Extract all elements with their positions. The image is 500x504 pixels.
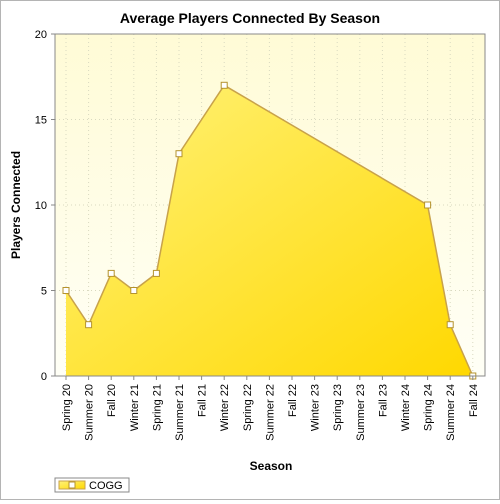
- x-axis-ticks: Spring 20 Summer 20 Fall 20 Winter 21 Spring…: [61, 376, 480, 441]
- x-tick-label: Winter 24: [400, 384, 412, 431]
- x-tick-label: Summer 23: [355, 384, 367, 441]
- y-tick-label: 15: [35, 115, 47, 127]
- data-point-marker: [107, 269, 115, 277]
- y-tick-label: 5: [41, 286, 47, 298]
- data-point-marker: [220, 81, 228, 89]
- x-tick-label: Spring 24: [423, 384, 435, 431]
- data-point-marker: [175, 150, 183, 158]
- data-point-marker: [130, 287, 138, 294]
- legend-marker: [68, 481, 76, 489]
- series-area-cogg: [66, 85, 473, 377]
- y-tick-label: 20: [35, 29, 47, 41]
- x-tick-label: Fall 23: [377, 384, 389, 417]
- x-tick-label: Summer 24: [445, 384, 457, 441]
- chart-title: Average Players Connected By Season: [120, 10, 380, 26]
- x-tick-label: Spring 22: [242, 384, 254, 431]
- x-tick-label: Fall 24: [468, 384, 480, 417]
- x-tick-label: Winter 21: [129, 384, 141, 431]
- data-point-marker: [62, 287, 70, 294]
- y-tick-label: 10: [35, 200, 47, 212]
- x-tick-label: Winter 23: [310, 384, 322, 431]
- x-tick-label: Spring 21: [151, 384, 163, 431]
- x-tick-label: Spring 20: [61, 384, 73, 431]
- x-tick-label: Summer 22: [264, 384, 276, 441]
- data-point-marker: [152, 269, 160, 277]
- x-tick-label: Winter 22: [219, 384, 231, 431]
- x-tick-label: Fall 20: [106, 384, 118, 417]
- x-tick-label: Spring 23: [332, 384, 344, 431]
- data-point-marker: [446, 321, 454, 329]
- y-axis-title: Players Connected: [9, 151, 23, 259]
- data-point-marker: [424, 201, 432, 209]
- y-tick-label: 0: [41, 371, 47, 383]
- data-point-marker: [85, 321, 93, 329]
- x-tick-label: Fall 21: [197, 384, 209, 417]
- x-tick-label: Summer 20: [84, 384, 96, 441]
- x-tick-label: Summer 21: [174, 384, 186, 441]
- legend-label-cogg: COGG: [89, 480, 123, 492]
- y-axis-ticks: 0 5 10 15 20: [35, 29, 55, 383]
- x-tick-label: Fall 22: [287, 384, 299, 417]
- series-line-cogg: [65, 84, 474, 377]
- x-axis-title: Season: [250, 459, 293, 473]
- legend: COGG: [54, 477, 130, 493]
